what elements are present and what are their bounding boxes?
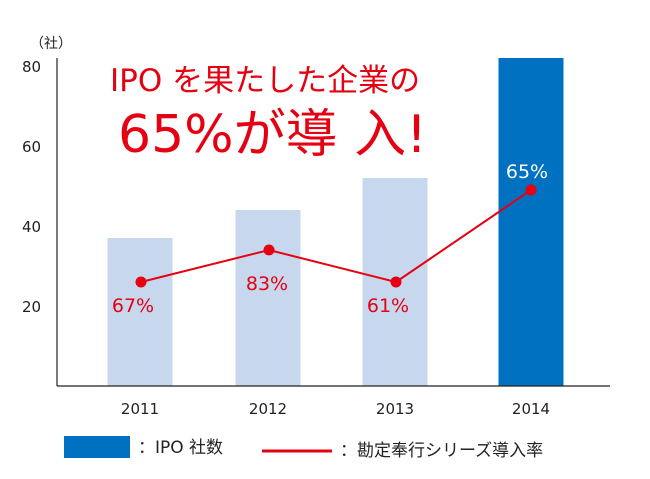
y-tick-label: 80 — [22, 58, 41, 76]
y-tick-label: 60 — [22, 138, 41, 156]
rate-point — [263, 244, 275, 256]
rate-point — [390, 276, 402, 288]
rate-label: 65% — [506, 161, 548, 183]
rate-line — [140, 189, 532, 284]
bar-2012 — [235, 210, 301, 386]
x-tick-label: 2013 — [376, 400, 414, 418]
x-tick-label: 2014 — [512, 400, 550, 418]
bar-2014 — [498, 58, 564, 386]
rate-label: 61% — [367, 295, 409, 317]
y-axis-unit: （社） — [30, 36, 72, 52]
legend-bar-label: ：IPO 社数 — [138, 438, 223, 458]
x-tick-label: 2012 — [249, 400, 287, 418]
legend-line-label: ：勘定奉行シリーズ導入率 — [340, 441, 543, 461]
y-tick-label: 20 — [22, 298, 41, 316]
rate-label: 67% — [112, 295, 154, 317]
headline-line2: 65%が導 入! — [118, 105, 427, 165]
rate-point — [135, 276, 147, 288]
headline-line1: IPO を果たした企業の — [110, 63, 420, 99]
y-tick-label: 40 — [22, 218, 41, 236]
rate-label: 83% — [246, 273, 288, 295]
rate-point — [525, 184, 537, 196]
legend-bar-swatch — [64, 436, 130, 458]
bar-2011 — [107, 238, 173, 386]
x-tick-label: 2011 — [121, 400, 159, 418]
